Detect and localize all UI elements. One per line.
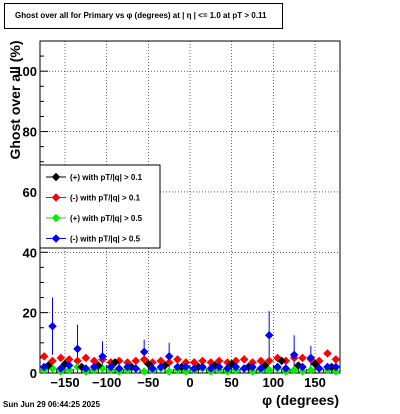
data-point (164, 352, 174, 361)
x-tick-label: 0 (186, 375, 193, 390)
x-tick-label: 50 (224, 375, 238, 390)
timestamp-footer: Sun Jun 29 06:44:25 2025 (3, 400, 100, 409)
data-point (306, 365, 316, 375)
data-point (264, 330, 274, 340)
data-point (264, 356, 274, 366)
y-tick-label: 60 (23, 185, 37, 200)
data-point (223, 364, 232, 373)
data-point (273, 362, 282, 372)
data-point (139, 347, 149, 357)
data-point (256, 364, 266, 373)
data-point (89, 362, 99, 372)
data-point (81, 364, 91, 373)
data-point (56, 353, 66, 363)
legend-marker (51, 172, 61, 182)
data-point (248, 367, 257, 376)
legend: (+) with pT/|q| > 0.1 (-) with pT/|q| > 0… (39, 164, 161, 249)
data-point (106, 362, 116, 372)
data-point (110, 358, 120, 367)
x-tick-label: −100 (92, 375, 121, 390)
data-point (189, 364, 199, 373)
data-point (48, 321, 57, 331)
data-point (39, 362, 49, 372)
data-point (139, 355, 149, 364)
grid (40, 41, 340, 374)
data-point (164, 367, 174, 376)
data-point (131, 364, 141, 373)
data-point (198, 362, 207, 372)
data-point (114, 364, 124, 373)
x-tick-label: −50 (137, 375, 159, 390)
data-point (39, 352, 49, 361)
data-point (281, 364, 291, 373)
legend-label: (-) with pT/|q| > 0.5 (70, 235, 141, 244)
data-point (298, 362, 307, 372)
x-tick-label: 150 (304, 375, 326, 390)
legend-marker (51, 234, 61, 243)
legend-marker (51, 213, 61, 223)
y-axis-label: Ghost over all (%) (7, 40, 23, 159)
x-axis-label: φ (degrees) (262, 392, 339, 408)
data-point (181, 367, 191, 376)
chart-title: Ghost over all for Primary vs φ (degrees… (15, 11, 267, 20)
data-point (298, 367, 307, 376)
y-tick-label: 20 (23, 306, 37, 321)
data-point (306, 353, 316, 363)
data-point (64, 365, 74, 375)
data-point (148, 364, 157, 373)
data-point (314, 364, 324, 373)
data-point (56, 364, 66, 373)
data-point (289, 365, 299, 375)
legend-label: (+) with pT/|q| > 0.1 (70, 173, 143, 182)
data-point (277, 356, 287, 366)
y-tick-label: 40 (23, 245, 37, 260)
data-markers (39, 321, 341, 376)
data-point (264, 365, 274, 375)
data-point (231, 362, 241, 372)
x-tick-label: 100 (262, 375, 284, 390)
legend-box (39, 164, 161, 249)
y-tick-label: 100 (15, 64, 37, 79)
y-tick-label: 80 (23, 125, 37, 140)
data-point (239, 364, 249, 373)
data-point (323, 362, 332, 372)
chart-title-box: Ghost over all for Primary vs φ (degrees… (4, 3, 283, 29)
data-point (139, 367, 149, 376)
data-point (206, 364, 216, 373)
data-point (298, 353, 307, 363)
data-point (310, 359, 320, 369)
data-point (248, 362, 257, 372)
data-point (173, 362, 182, 372)
data-point (123, 362, 132, 372)
data-point (181, 362, 191, 372)
y-tick-label: 0 (30, 366, 37, 381)
data-point (64, 361, 74, 370)
legend-label: (-) with pT/|q| > 0.1 (70, 194, 141, 203)
data-point (331, 362, 341, 372)
data-point (156, 362, 166, 372)
legend-label: (+) with pT/|q| > 0.5 (70, 214, 143, 223)
data-point (81, 353, 91, 363)
data-point (331, 367, 341, 376)
data-point (98, 352, 107, 361)
axis-ticks: −150 −100 −50 0 50 100 150 0 20 40 60 80 100 (15, 55, 333, 390)
x-tick-label: −150 (50, 375, 79, 390)
data-point (214, 362, 224, 372)
data-point (73, 344, 82, 354)
data-point (143, 359, 153, 369)
legend-marker (51, 193, 61, 202)
data-point (239, 355, 249, 364)
data-point (289, 350, 299, 360)
data-point (323, 349, 332, 358)
